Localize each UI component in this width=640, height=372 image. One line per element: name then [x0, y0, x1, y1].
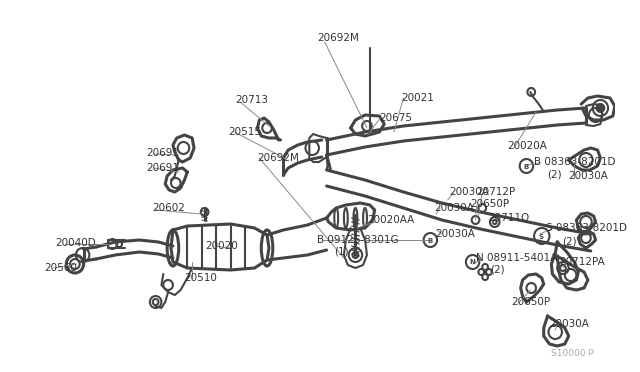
Text: 20691: 20691 — [146, 148, 179, 158]
Text: 20515: 20515 — [228, 127, 262, 137]
Text: 20713: 20713 — [236, 95, 268, 105]
Text: B: B — [428, 237, 433, 244]
Text: 20675: 20675 — [380, 113, 412, 123]
Text: (1): (1) — [334, 247, 349, 257]
Text: (2): (2) — [562, 236, 577, 246]
Text: 20692M: 20692M — [317, 33, 359, 43]
Text: 20712PA: 20712PA — [559, 257, 605, 267]
Text: 20602: 20602 — [152, 203, 185, 213]
Text: 20560: 20560 — [44, 263, 77, 273]
Text: 20040D: 20040D — [56, 238, 97, 248]
Text: 20030A: 20030A — [449, 187, 490, 197]
Text: 20020A: 20020A — [508, 141, 547, 151]
Text: 20650P: 20650P — [470, 199, 510, 209]
Text: 20021: 20021 — [401, 93, 435, 103]
Text: 20691: 20691 — [146, 163, 179, 173]
Text: 20030A: 20030A — [435, 229, 475, 239]
Circle shape — [596, 104, 604, 112]
Text: 20030A: 20030A — [550, 319, 589, 329]
Text: (2): (2) — [548, 169, 562, 179]
Text: 20510: 20510 — [184, 273, 218, 283]
Text: 20030A: 20030A — [434, 203, 474, 213]
Text: 20020AA: 20020AA — [367, 215, 414, 225]
Text: B 09126-8301G: B 09126-8301G — [317, 235, 399, 245]
Text: B 08363-8201D: B 08363-8201D — [534, 157, 616, 167]
Text: 20711Q: 20711Q — [488, 213, 529, 223]
Text: S: S — [538, 234, 543, 240]
Text: N: N — [469, 260, 475, 266]
Text: 20692M: 20692M — [257, 153, 300, 163]
Text: (2): (2) — [490, 265, 504, 275]
Text: B: B — [524, 164, 529, 170]
Text: S10000 P: S10000 P — [551, 349, 594, 358]
Text: 20712P: 20712P — [476, 187, 516, 197]
Text: S 08363-8201D: S 08363-8201D — [546, 223, 627, 233]
Text: N 08911-5401A: N 08911-5401A — [476, 253, 557, 263]
Text: 20020: 20020 — [205, 241, 238, 251]
Text: 20650P: 20650P — [511, 297, 550, 307]
Text: 20030A: 20030A — [569, 171, 609, 181]
